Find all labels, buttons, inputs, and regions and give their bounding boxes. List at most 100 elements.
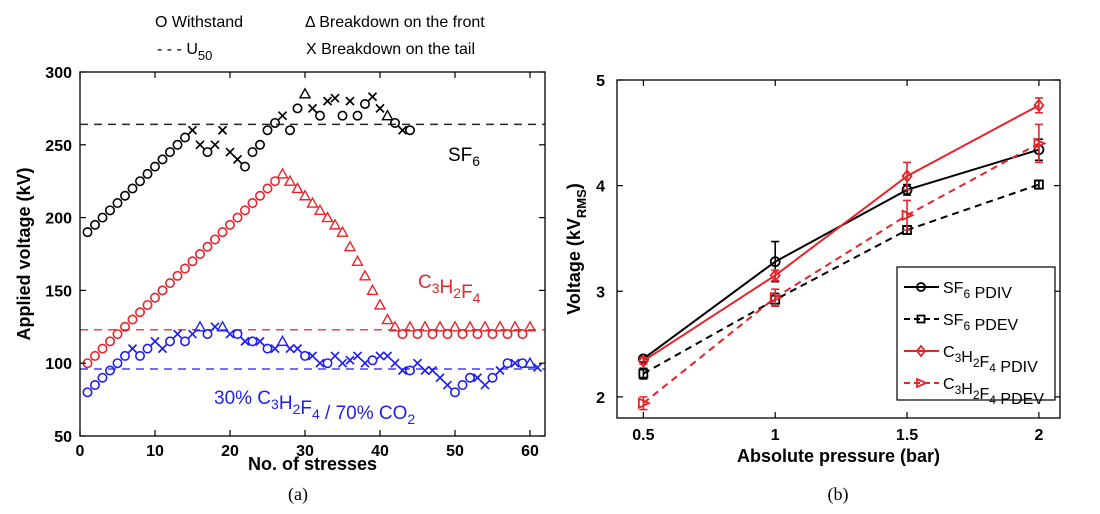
y-axis-label-b: Voltage (kVRMS) (564, 183, 589, 315)
marker-s2-0 (82, 387, 93, 398)
legend-box-b (896, 266, 1056, 401)
x-tick-label-a: 50 (446, 443, 464, 460)
marker-s1-37 (358, 269, 372, 281)
marker-s0-18 (217, 125, 228, 135)
marker-s2-51 (464, 372, 475, 383)
marker-s2-52 (472, 373, 483, 383)
marker-s0-32 (322, 96, 333, 106)
marker-s0-10 (157, 154, 168, 165)
y-tick-label-a: 150 (45, 283, 72, 300)
marker-s1-54 (487, 329, 498, 340)
marker-s0-16 (202, 147, 213, 158)
marker-s1-18 (217, 227, 228, 238)
marker-s0-23 (255, 139, 266, 150)
y-tick-label-b: 4 (596, 179, 605, 196)
marker-s1-21 (240, 205, 251, 216)
marker-s0-19 (225, 147, 235, 157)
marker-s1-35 (343, 240, 357, 252)
series-line-3 (642, 142, 1040, 404)
marker-s1-56 (502, 329, 513, 340)
marker-s1-32 (321, 211, 334, 223)
marker-s2-13 (180, 336, 191, 347)
legend-label-1: SF6 PDEV (943, 312, 1018, 334)
marker-s1-57 (508, 320, 522, 332)
marker-s1-24 (262, 183, 273, 194)
marker-s0-37 (359, 99, 370, 110)
marker-s0-28 (292, 103, 303, 114)
marker-s0-39 (375, 103, 385, 114)
marker-s2-41 (390, 358, 400, 368)
marker-s1-51 (463, 320, 477, 332)
marker-s1-31 (313, 203, 327, 216)
marker-s2-6 (127, 344, 138, 354)
marker-s0-34 (337, 110, 348, 121)
marker-s0-38 (367, 92, 378, 102)
marker-s1-40 (381, 313, 394, 325)
marker-s0-27 (284, 125, 295, 136)
marker-s1-4 (112, 329, 123, 340)
y-tick-label-a: 100 (45, 356, 72, 373)
marker-s0-12 (172, 139, 183, 150)
marker-s1-47 (433, 320, 447, 332)
marker-s0-40 (381, 109, 394, 121)
marker-s1-45 (418, 320, 432, 332)
marker-s0-30 (307, 103, 318, 114)
marker-s2-12 (172, 329, 183, 339)
marker-s1-48 (442, 329, 453, 340)
marker-s2-18 (216, 320, 229, 332)
marker-s2-1 (90, 380, 101, 391)
marker-s1-46 (427, 329, 438, 340)
marker-s0-6 (127, 183, 138, 194)
x-tick-label-a: 20 (221, 443, 239, 460)
marker-s0-11 (165, 147, 176, 158)
marker-s0-5 (120, 190, 131, 201)
point-2-3 (1033, 98, 1045, 113)
marker-s1-36 (351, 254, 364, 266)
point-3-0 (637, 397, 652, 410)
marker-s1-8 (142, 299, 153, 310)
marker-s2-5 (120, 350, 131, 361)
marker-s0-13 (180, 132, 191, 143)
marker-s1-58 (517, 329, 528, 340)
marker-s2-2 (97, 372, 108, 383)
x-tick-label-b: 1.5 (896, 427, 918, 444)
marker-s1-2 (97, 343, 108, 354)
x-axis-label-b: Absolute pressure (bar) (737, 446, 940, 466)
marker-s1-59 (523, 320, 537, 332)
marker-s0-22 (247, 147, 258, 158)
marker-s1-12 (172, 270, 183, 281)
legend-label-2: C3H2F4 PDIV (943, 344, 1038, 376)
error-bar-3-2 (903, 199, 912, 231)
marker-s0-17 (210, 140, 220, 150)
marker-s2-8 (142, 343, 153, 354)
marker-s1-1 (90, 350, 101, 361)
marker-s2-21 (240, 336, 250, 346)
point-0-1 (769, 256, 781, 268)
legend-item-breakdown-front: Δ Breakdown on the front (305, 14, 485, 31)
marker-s2-36 (352, 351, 363, 361)
marker-s0-25 (269, 117, 280, 128)
x-tick-label-b: 0.5 (632, 427, 654, 444)
marker-s2-57 (510, 358, 520, 368)
marker-s1-53 (478, 320, 492, 332)
marker-s2-40 (382, 351, 393, 361)
marker-s2-43 (404, 365, 415, 376)
marker-s2-22 (247, 336, 258, 347)
error-bar-2-1 (771, 269, 780, 282)
point-3-2 (901, 209, 915, 222)
marker-s2-42 (397, 365, 408, 376)
marker-s0-2 (97, 212, 108, 223)
marker-s2-56 (502, 358, 513, 369)
point-3-1 (769, 291, 783, 304)
point-1-0 (638, 368, 649, 379)
marker-s1-55 (493, 320, 507, 332)
marker-s1-17 (210, 234, 221, 245)
legend-item-u50: - - - U50 (157, 41, 212, 63)
y-tick-label-a: 300 (45, 65, 72, 82)
chart-b: 0.5 1 1.5 2 2 3 4 5 Absolute pressure (bar) Volta… (564, 73, 1061, 505)
marker-s2-29 (299, 350, 310, 361)
marker-s0-26 (277, 111, 288, 121)
marker-s0-15 (195, 140, 205, 150)
